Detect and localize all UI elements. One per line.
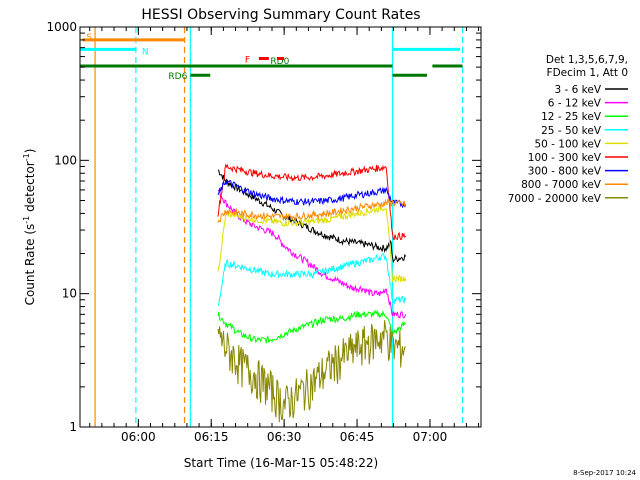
legend-title-line: FDecim 1, Att 0 (547, 67, 628, 79)
plot-frame (79, 26, 482, 428)
flag-label-n: N (142, 47, 149, 57)
series-line-6 (217, 179, 407, 209)
series-line-5 (217, 163, 407, 241)
legend-entry-label: 800 - 7000 keV (521, 179, 602, 191)
legend-entry-label: 25 - 50 keV (541, 125, 602, 137)
y-axis-label: Count Rate (s-1 detector-1) (22, 149, 37, 306)
series-line-8 (217, 320, 406, 423)
flag-label-s: S (86, 33, 92, 43)
legend-title-line: Det 1,3,5,6,7,9, (546, 54, 628, 66)
legend-entry-label: 3 - 6 keV (554, 84, 601, 96)
flag-label-f: F (245, 56, 250, 66)
legend-entry-label: 12 - 25 keV (541, 111, 602, 123)
y-tick-label: 1 (69, 420, 77, 434)
x-tick-label: 06:30 (267, 430, 302, 444)
series-line-7 (217, 198, 407, 223)
series-line-4 (217, 204, 407, 283)
legend-entry-label: 7000 - 20000 keV (508, 193, 602, 205)
footer-timestamp: 8-Sep-2017 10:24 (573, 469, 636, 477)
legend-entry-label: 50 - 100 keV (534, 138, 601, 150)
legend-entry-label: 6 - 12 keV (548, 98, 602, 110)
x-tick-label: 07:00 (413, 430, 448, 444)
series-line-3 (217, 253, 407, 306)
y-tick-label: 100 (54, 153, 77, 167)
flag-label-rd6: RD6 (168, 72, 187, 82)
x-tick-label: 06:00 (121, 430, 156, 444)
x-axis-label: Start Time (16-Mar-15 05:48:22) (184, 456, 378, 470)
y-tick-label: 1000 (46, 20, 77, 34)
legend-entry-label: 100 - 300 keV (528, 152, 602, 164)
legend-entry-label: 300 - 800 keV (528, 166, 602, 178)
x-tick-label: 06:45 (340, 430, 375, 444)
x-tick-label: 06:15 (194, 430, 229, 444)
legend: Det 1,3,5,6,7,9,FDecim 1, Att 0 3 - 6 keV… (508, 54, 628, 205)
y-tick-label: 10 (62, 287, 77, 301)
chart-title: HESSI Observing Summary Count Rates (141, 7, 420, 23)
series-line-2 (217, 309, 407, 344)
flag-label-rd0: RD0 (270, 57, 289, 67)
